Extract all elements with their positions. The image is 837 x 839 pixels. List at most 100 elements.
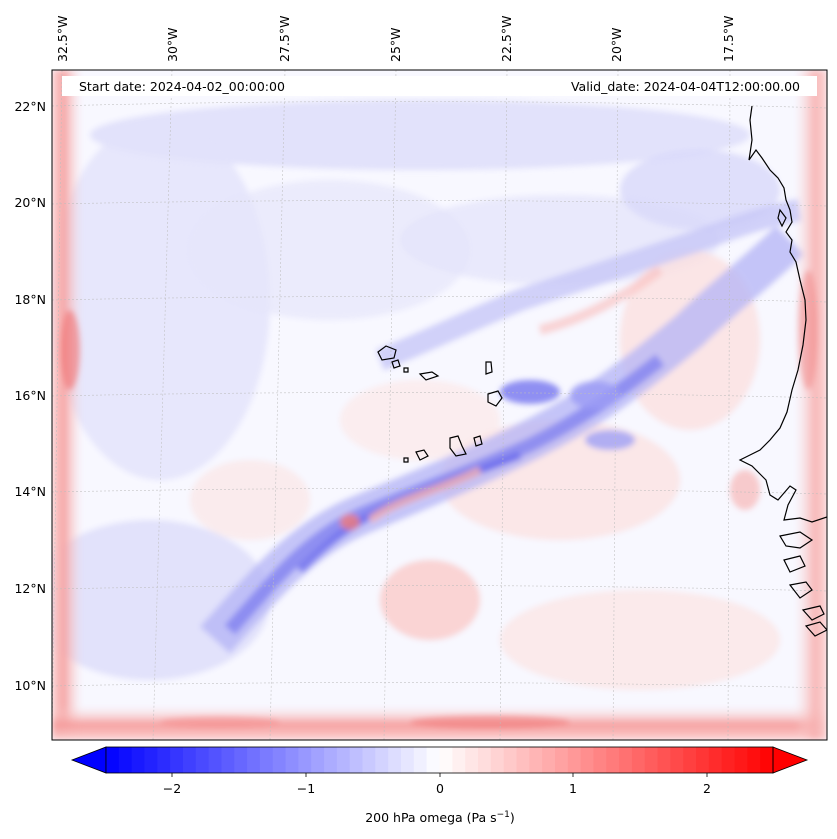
island-sao-nicolau: [418, 371, 440, 381]
colorbar-band: [131, 747, 146, 773]
colorbar-band: [619, 747, 633, 773]
colorbar-band: [311, 747, 325, 773]
colorbar-band: [259, 747, 274, 773]
colorbar-band: [272, 747, 287, 773]
colorbar-band: [118, 747, 133, 773]
colorbar-tick-2: 2: [703, 781, 711, 796]
colorbar-extend-max: [772, 746, 809, 774]
colorbar-band: [683, 747, 697, 773]
colorbar-band: [336, 747, 351, 773]
colorbar-band: [413, 747, 428, 773]
header-backdrop: [62, 76, 817, 96]
colorbar-band: [490, 747, 505, 773]
latitude-labels: 22°N 20°N 18°N 16°N 14°N 12°N 10°N: [14, 99, 46, 693]
colorbar-band: [388, 747, 402, 773]
colorbar-band: [375, 747, 389, 773]
lon-label-20w: 20°W: [609, 27, 624, 62]
colorbar-band: [298, 747, 312, 773]
start-date-text: Start date: 2024-04-02_00:00:00: [79, 79, 285, 94]
colorbar-band: [439, 747, 453, 773]
colorbar-band: [324, 747, 338, 773]
cape-verde-islands: [377, 345, 503, 463]
colorbar-band: [362, 747, 376, 773]
colorbar-band: [503, 747, 518, 773]
island-boa-vista: [487, 390, 503, 407]
island-sao-vicente: [391, 359, 401, 369]
colorbar-band: [182, 747, 197, 773]
boundary-band: [52, 70, 827, 740]
lon-label-32-5w: 32.5°W: [55, 16, 70, 62]
colorbar-tick-neg2: −2: [163, 781, 181, 796]
colorbar-extend-min: [70, 746, 107, 774]
colorbar-band: [696, 747, 710, 773]
omega-field: [52, 100, 805, 690]
colorbar-band: [542, 747, 556, 773]
colorbar-tick-marks: [171, 773, 708, 777]
colorbar-band: [452, 747, 466, 773]
colorbar-band: [657, 747, 671, 773]
colorbar-band: [221, 747, 235, 773]
colorbar-band: [708, 747, 723, 773]
longitude-labels: 32.5°W 30°W 27.5°W 25°W 22.5°W 20°W 17.5…: [55, 16, 736, 62]
lat-label-12n: 12°N: [14, 581, 46, 596]
valid-date-text: Valid_date: 2024-04-04T12:00:00.00: [571, 79, 800, 94]
colorbar-band: [106, 747, 120, 773]
colorbar-band: [349, 747, 364, 773]
lon-label-25w: 25°W: [388, 27, 403, 62]
colorbar-band: [747, 747, 761, 773]
island-santo-antao: [377, 345, 397, 361]
colorbar-tick-1: 1: [569, 781, 577, 796]
island-brava: [403, 457, 409, 463]
island-maio: [473, 435, 483, 447]
lon-label-27-5w: 27.5°W: [277, 16, 292, 62]
colorbar-tick-neg1: −1: [297, 781, 315, 796]
colorbar-band: [554, 747, 569, 773]
colorbar-band: [157, 747, 171, 773]
colorbar-band: [631, 747, 646, 773]
colorbar-band: [195, 747, 210, 773]
colorbar-band: [734, 747, 748, 773]
map-frame: [51, 69, 828, 741]
lon-label-22-5w: 22.5°W: [499, 16, 514, 62]
lat-label-20n: 20°N: [14, 195, 46, 210]
colorbar-band: [721, 747, 736, 773]
coastline: [738, 105, 827, 637]
lat-label-10n: 10°N: [14, 678, 46, 693]
colorbar-tick-0: 0: [436, 781, 444, 796]
colorbar-band: [285, 747, 300, 773]
colorbar-band: [426, 747, 441, 773]
colorbar-band: [144, 747, 158, 773]
colorbar-frame: [105, 746, 774, 774]
colorbar-label: 200 hPa omega (Pa s−1): [365, 810, 515, 825]
colorbar-band: [465, 747, 479, 773]
island-sal: [485, 361, 493, 375]
colorbar-band: [606, 747, 620, 773]
colorbar-band: [760, 747, 774, 773]
gridlines: [52, 70, 827, 740]
colorbar-band: [401, 747, 415, 773]
colorbar-band: [529, 747, 543, 773]
lat-label-18n: 18°N: [14, 292, 46, 307]
colorbar-band: [208, 747, 223, 773]
africa-coast: [738, 105, 827, 523]
lon-label-30w: 30°W: [165, 27, 180, 62]
lat-label-14n: 14°N: [14, 484, 46, 499]
colorbar-band: [477, 747, 492, 773]
island-fogo: [415, 449, 429, 461]
colorbar-band: [234, 747, 248, 773]
colorbar-bands: [106, 747, 774, 773]
colorbar-band: [516, 747, 530, 773]
colorbar-band: [670, 747, 684, 773]
colorbar-band: [593, 747, 607, 773]
colorbar-band: [644, 747, 659, 773]
colorbar-band: [247, 747, 261, 773]
lat-label-22n: 22°N: [14, 99, 46, 114]
colorbar-band: [567, 747, 582, 773]
colorbar-band: [580, 747, 595, 773]
lon-label-17-5w: 17.5°W: [721, 16, 736, 62]
colorbar: −2 −1 0 1 2 200 hPa omega (Pa s−1): [70, 746, 809, 825]
colorbar-band: [170, 747, 184, 773]
island-santa-luzia: [403, 367, 409, 373]
map-panel: Start date: 2024-04-02_00:00:00 Valid_da…: [52, 70, 827, 740]
